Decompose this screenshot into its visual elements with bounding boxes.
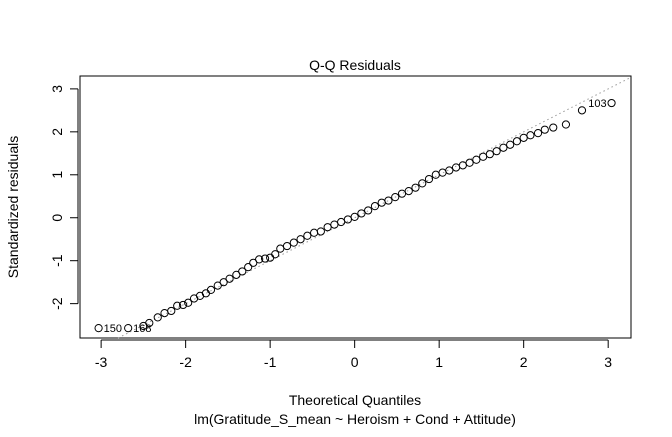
data-point (330, 220, 339, 229)
data-point (124, 324, 133, 333)
data-point (577, 106, 587, 115)
data-point (431, 170, 440, 179)
data-point (424, 174, 434, 184)
x-tick-label: -1 (264, 354, 277, 370)
data-point (465, 158, 474, 167)
plot-box (79, 75, 632, 339)
data-point (145, 318, 154, 328)
data-point (244, 263, 253, 272)
data-point (384, 196, 393, 205)
data-point (201, 289, 211, 298)
x-tick-label: -3 (95, 354, 108, 370)
data-point (167, 306, 176, 316)
data-point (343, 215, 352, 224)
data-point (282, 241, 292, 251)
data-point (377, 198, 386, 207)
data-point (232, 270, 241, 279)
data-point (289, 238, 298, 247)
data-point (153, 313, 162, 322)
y-tick-label: 0 (49, 214, 65, 222)
chart-title: Q-Q Residuals (309, 57, 401, 73)
y-tick-label: 1 (49, 171, 65, 179)
point-label: 150 (104, 323, 122, 335)
reference-line (117, 76, 632, 339)
data-point (499, 143, 508, 152)
data-point (519, 133, 528, 142)
data-point (255, 255, 264, 264)
data-point (296, 235, 305, 244)
data-point (391, 193, 400, 202)
data-point (271, 250, 280, 259)
x-axis-label: Theoretical Quantiles (289, 392, 421, 408)
data-point (266, 253, 275, 262)
data-point (370, 202, 380, 211)
data-point (94, 324, 103, 333)
data-point (260, 254, 270, 263)
data-point (549, 123, 558, 132)
data-point (364, 206, 373, 215)
x-tick-label: 0 (351, 354, 359, 370)
data-point (219, 278, 228, 287)
data-point (492, 147, 501, 156)
data-point (533, 129, 543, 138)
data-point (506, 140, 515, 149)
data-point (540, 125, 549, 134)
x-tick-label: 1 (435, 354, 443, 370)
data-point (512, 137, 522, 146)
data-point (451, 163, 461, 172)
data-point (472, 155, 481, 164)
chart-subtitle: lm(Gratitude_S_mean ~ Heroism + Cond + A… (194, 411, 516, 427)
data-point (276, 244, 285, 253)
data-point (213, 281, 222, 290)
data-point (337, 217, 346, 227)
y-tick-label: -1 (49, 254, 65, 267)
data-point (206, 285, 216, 294)
point-label: 168 (133, 323, 151, 335)
data-point (445, 166, 454, 175)
data-point (561, 120, 571, 129)
y-tick-label: 3 (49, 85, 65, 93)
data-point (316, 227, 325, 236)
x-tick-label: -2 (179, 354, 192, 370)
data-point (179, 300, 188, 310)
y-tick-label: -2 (49, 297, 65, 310)
data-point (249, 258, 258, 267)
data-point (485, 150, 494, 159)
y-tick-label: 2 (49, 128, 65, 136)
data-point (458, 161, 467, 170)
data-point (184, 298, 193, 307)
data-point (357, 209, 366, 218)
data-point (526, 131, 535, 140)
point-label: 103 (588, 98, 606, 110)
data-point (418, 179, 427, 188)
data-point (309, 228, 319, 237)
data-point (238, 267, 247, 276)
data-point (225, 274, 234, 283)
data-point (607, 98, 616, 108)
data-point (350, 212, 359, 221)
data-point (438, 168, 447, 177)
data-point (411, 183, 420, 192)
x-tick-label: 2 (520, 354, 528, 370)
data-point (323, 223, 332, 232)
data-point (404, 187, 413, 196)
data-point (303, 231, 312, 240)
x-tick-label: 3 (604, 354, 612, 370)
data-point (479, 152, 488, 161)
data-point (173, 301, 182, 310)
y-axis-label: Standardized residuals (5, 136, 21, 278)
